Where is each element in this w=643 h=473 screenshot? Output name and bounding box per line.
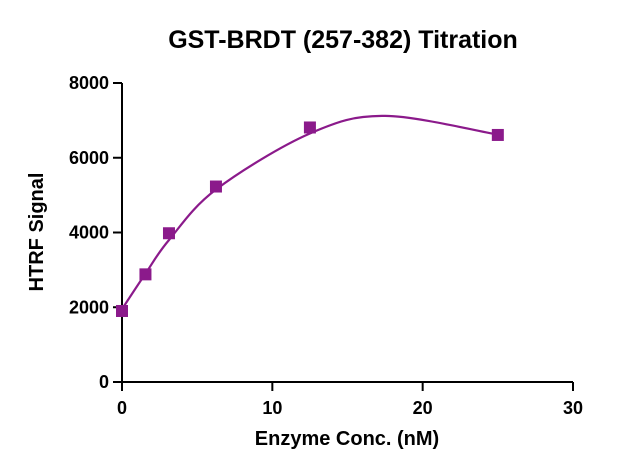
y-tick-label: 4000 — [69, 223, 109, 243]
data-point — [303, 121, 316, 134]
x-tick-label: 0 — [117, 398, 127, 418]
y-tick-label: 8000 — [69, 73, 109, 93]
plot-area — [116, 114, 504, 317]
data-point — [116, 304, 128, 317]
data-point — [209, 180, 222, 193]
x-axis-label: Enzyme Conc. (nM) — [255, 428, 439, 450]
fit-curve — [121, 114, 498, 310]
data-point — [162, 227, 175, 240]
chart-title: GST-BRDT (257-382) Titration — [168, 26, 518, 54]
y-axis-label: HTRF Signal — [26, 173, 48, 292]
data-point — [139, 268, 152, 281]
x-tick-label: 20 — [413, 398, 433, 418]
x-axis: Enzyme Conc. (nM) 0 10 20 30 — [117, 381, 583, 450]
y-axis: HTRF Signal 0 2000 4000 6000 8000 — [26, 73, 123, 392]
x-ticks: 0 10 20 30 — [117, 382, 583, 418]
y-ticks: 0 2000 4000 6000 8000 — [69, 73, 122, 392]
x-tick-label: 30 — [563, 398, 583, 418]
y-tick-label: 0 — [99, 372, 109, 392]
x-tick-label: 10 — [262, 398, 282, 418]
data-point — [491, 128, 504, 141]
y-tick-label: 6000 — [69, 148, 109, 168]
y-tick-label: 2000 — [69, 297, 109, 317]
